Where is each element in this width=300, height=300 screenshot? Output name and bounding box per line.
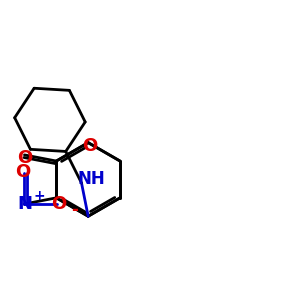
Text: +: + [34,189,46,203]
Text: O: O [17,149,32,167]
Text: O: O [51,195,66,213]
Text: N: N [17,195,32,213]
Text: -: - [71,201,78,219]
Text: O: O [15,163,31,181]
Text: O: O [82,136,97,154]
Text: NH: NH [78,169,106,188]
